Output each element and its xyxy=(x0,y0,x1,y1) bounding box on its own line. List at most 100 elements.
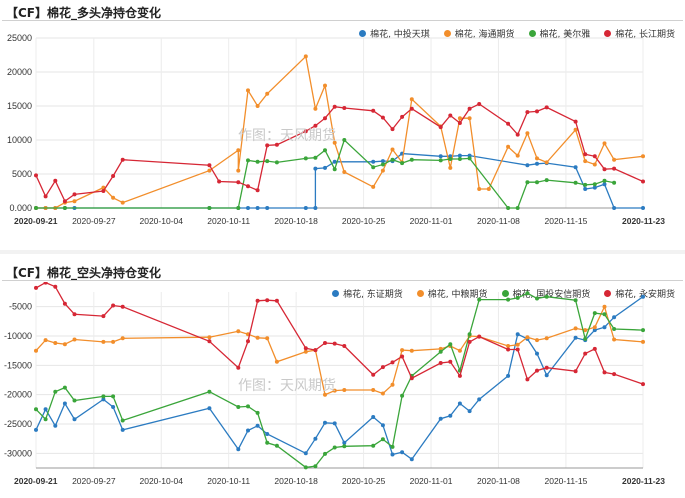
data-point xyxy=(342,138,347,142)
data-point xyxy=(641,179,645,184)
x-tick-label: 2020-11-01 xyxy=(410,476,453,486)
data-point xyxy=(371,159,376,164)
data-point xyxy=(72,312,77,317)
x-tick-label: 2020-11-23 xyxy=(622,476,665,486)
data-point xyxy=(246,184,250,189)
data-point xyxy=(583,328,588,333)
data-point xyxy=(438,158,443,163)
data-point xyxy=(342,106,347,110)
x-tick-label: 2020-11-15 xyxy=(544,476,587,486)
data-point xyxy=(207,406,212,411)
panel-separator xyxy=(0,250,685,254)
data-point xyxy=(641,294,645,299)
axes: 0.000 5000 10000 15000 20000 25000 2020-09-21 2… xyxy=(7,33,665,226)
data-point xyxy=(313,166,318,171)
data-point xyxy=(438,346,443,351)
legend-label: 棉花, 美尔雅 xyxy=(539,30,591,40)
series-line xyxy=(36,55,644,209)
data-point xyxy=(535,351,539,356)
data-point xyxy=(573,335,578,340)
data-point xyxy=(467,339,472,344)
data-point xyxy=(303,129,308,134)
data-point xyxy=(303,54,308,59)
data-point xyxy=(612,315,617,320)
legend-marker-icon xyxy=(604,290,612,297)
data-point xyxy=(448,113,453,118)
data-point xyxy=(303,346,308,351)
legend-marker-icon xyxy=(604,30,612,37)
data-point xyxy=(303,156,308,161)
data-point xyxy=(43,194,48,199)
legend-item[interactable]: 棉花, 中粮期货 xyxy=(416,287,488,300)
y-tick-label: 0.000 xyxy=(9,203,32,213)
data-point xyxy=(641,382,645,387)
data-point xyxy=(265,143,270,148)
legend-item[interactable]: 棉花, 海通期货 xyxy=(443,27,515,40)
x-tick-label: 2020-10-04 xyxy=(140,476,184,486)
data-point xyxy=(111,405,116,409)
data-point xyxy=(506,144,511,149)
data-point xyxy=(400,348,405,353)
data-point xyxy=(602,325,607,330)
legend-item[interactable]: 棉花, 国投安信期货 xyxy=(501,287,590,300)
legend-label: 棉花, 长江期货 xyxy=(615,30,675,40)
series-line xyxy=(35,304,644,396)
data-point xyxy=(72,337,77,342)
data-point xyxy=(274,298,279,303)
data-point xyxy=(525,291,530,296)
series-2 xyxy=(34,54,645,210)
data-point xyxy=(236,206,241,210)
data-point xyxy=(592,182,597,187)
data-point xyxy=(535,296,539,301)
data-point xyxy=(506,344,511,348)
y-tick-label: -10000 xyxy=(4,331,32,341)
legend-item[interactable]: 棉花, 东证期货 xyxy=(332,287,403,300)
data-point xyxy=(438,416,443,421)
data-point xyxy=(612,180,617,185)
data-point xyxy=(120,336,125,341)
data-point xyxy=(323,148,327,153)
data-point xyxy=(120,418,125,423)
legend-label: 棉花, 中投天琪 xyxy=(370,30,430,40)
x-tick-label: 2020-11-01 xyxy=(410,216,453,226)
title-divider xyxy=(2,20,683,21)
data-point xyxy=(111,195,116,200)
legend-item[interactable]: 棉花, 美尔雅 xyxy=(528,27,591,40)
series-3 xyxy=(34,291,645,470)
data-point xyxy=(602,178,607,183)
series-3 xyxy=(34,138,617,210)
x-tick-label: 2020-10-18 xyxy=(274,216,318,226)
data-point xyxy=(43,407,48,412)
legend-item[interactable]: 棉花, 中投天琪 xyxy=(359,27,430,40)
data-point xyxy=(448,342,453,347)
legend-label: 棉花, 海通期货 xyxy=(454,30,515,40)
legend-marker-icon xyxy=(416,290,424,297)
data-point xyxy=(573,369,578,374)
data-point xyxy=(62,385,67,390)
y-tick-label: 10000 xyxy=(7,135,32,145)
long-position-chart: 0.000 5000 10000 15000 20000 25000 2020-09-21 2… xyxy=(7,33,665,226)
x-tick-label: 2020-09-21 xyxy=(14,216,58,226)
data-point xyxy=(467,332,472,337)
x-tick-label: 2020-09-27 xyxy=(72,216,116,226)
data-point xyxy=(592,325,597,330)
data-point xyxy=(602,167,607,172)
data-point xyxy=(34,427,38,432)
data-point xyxy=(602,141,607,146)
data-point xyxy=(265,298,270,303)
x-tick-label: 2020-11-15 xyxy=(544,216,587,226)
legend-item[interactable]: 棉花, 长江期货 xyxy=(604,27,675,40)
data-point xyxy=(342,388,347,392)
data-point xyxy=(515,332,520,337)
data-point xyxy=(332,140,337,145)
data-point xyxy=(390,382,395,387)
chart-legend: 棉花, 东证期货 棉花, 中粮期货 棉花, 国投安信期货 棉花, 永安期货 xyxy=(332,287,675,300)
data-point xyxy=(400,161,405,166)
data-point xyxy=(506,347,511,352)
data-point xyxy=(506,206,511,210)
legend-item[interactable]: 棉花, 永安期货 xyxy=(604,287,675,300)
axes: -5000 -10000 -15000 -20000 -25000 -30000 2020-… xyxy=(4,302,665,486)
data-point xyxy=(101,189,106,193)
data-point xyxy=(62,401,67,406)
data-point xyxy=(265,432,270,436)
